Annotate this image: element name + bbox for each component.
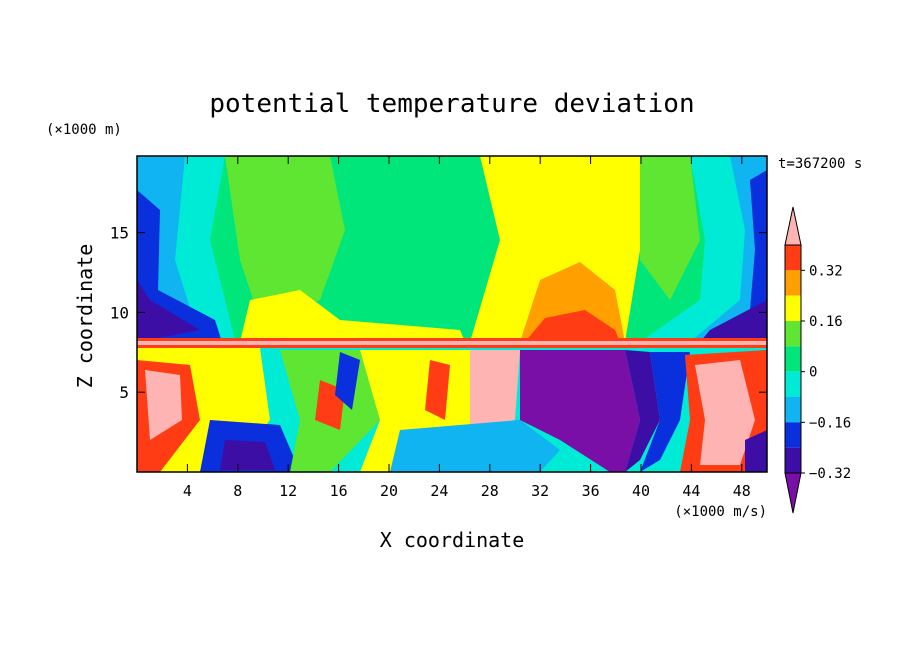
colorbar-tick-label: 0: [809, 365, 817, 381]
x-axis-label: X coordinate: [380, 528, 525, 552]
colorbar-bin: [785, 397, 801, 423]
x-tick-label: 32: [531, 482, 549, 500]
colorbar: 0.32 0.16 0 −0.16 −0.32: [784, 206, 851, 514]
y-unit-label: (×1000 m): [46, 122, 122, 138]
y-tick-label: 5: [119, 383, 129, 402]
colorbar-extend-top: [784, 206, 802, 246]
colorbar-bin: [785, 270, 801, 296]
colorbar-tick-label: 0.32: [809, 263, 843, 279]
x-tick-label: 36: [582, 482, 600, 500]
y-tick-label: 10: [110, 303, 129, 322]
x-tick-label: 48: [733, 482, 751, 500]
colorbar-bin: [785, 321, 801, 347]
x-tick-label: 16: [330, 482, 348, 500]
chart-title: potential temperature deviation: [209, 89, 694, 119]
x-tick-label: 40: [632, 482, 650, 500]
x-axis: 4 8 12 16 20 24 28 32 36 40 44 48: [183, 156, 751, 500]
colorbar-tick-label: −0.16: [809, 415, 851, 431]
time-label: t=367200 s: [778, 156, 862, 172]
colorbar-bin: [785, 245, 801, 271]
colorbar-bin: [785, 346, 801, 372]
colorbar-bin: [785, 371, 801, 397]
x-unit-label: (×1000 m/s): [674, 504, 767, 520]
colorbar-extend-bottom: [784, 472, 802, 514]
colorbar-bin: [785, 295, 801, 321]
y-tick-label: 15: [110, 224, 129, 243]
colorbar-tick-label: 0.16: [809, 314, 843, 330]
x-tick-label: 12: [279, 482, 297, 500]
colorbar-bin: [785, 422, 801, 448]
x-tick-label: 24: [430, 482, 448, 500]
colorbar-tick-label: −0.32: [809, 466, 851, 482]
colorbar-frame: [784, 244, 802, 474]
x-tick-label: 8: [233, 482, 242, 500]
x-tick-label: 44: [682, 482, 700, 500]
colorbar-bin: [785, 447, 801, 473]
plot-frame: [136, 155, 768, 473]
y-axis: 5 10 15: [110, 224, 767, 402]
x-tick-label: 4: [183, 482, 192, 500]
x-tick-label: 20: [380, 482, 398, 500]
y-axis-label: Z coordinate: [73, 244, 97, 389]
x-tick-label: 28: [481, 482, 499, 500]
plot-area: [137, 156, 767, 472]
